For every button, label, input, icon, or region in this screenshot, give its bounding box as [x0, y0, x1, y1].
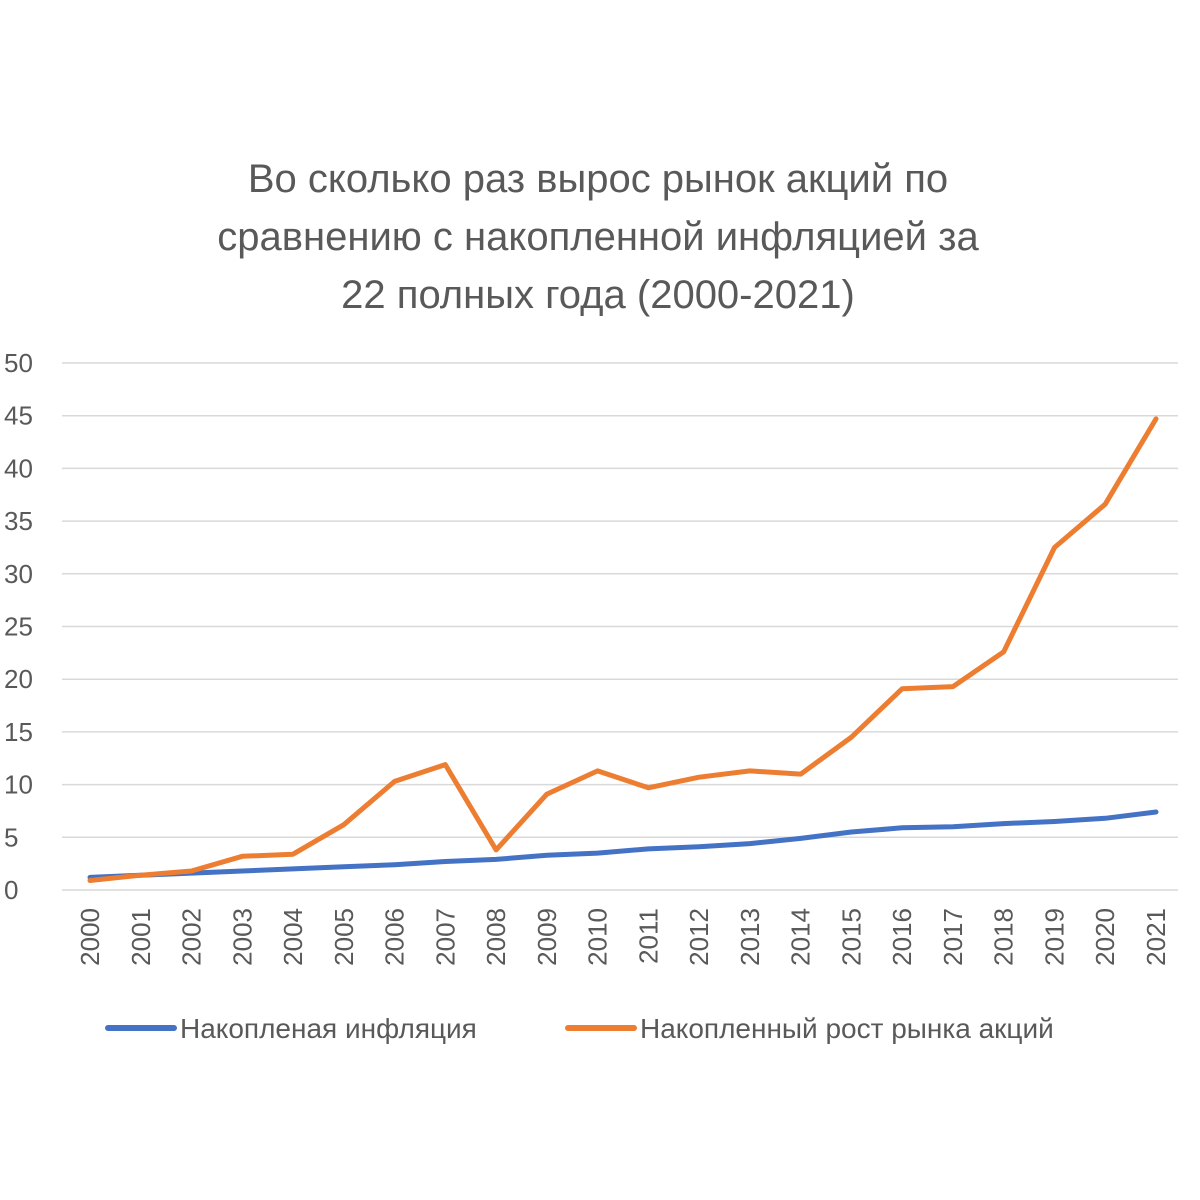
- x-tick-label: 2015: [836, 908, 866, 966]
- x-tick-label: 2008: [481, 908, 511, 966]
- legend: Накопленая инфляция Накопленный рост рынк…: [105, 1013, 1054, 1044]
- x-tick-label: 2011: [633, 908, 663, 964]
- y-tick-label: 35: [4, 506, 33, 536]
- y-tick-label: 25: [4, 612, 33, 642]
- y-tick-label: 40: [4, 453, 33, 483]
- x-tick-label: 2018: [989, 908, 1019, 966]
- x-tick-label: 2000: [75, 908, 105, 966]
- y-tick-label: 50: [4, 348, 33, 378]
- x-tick-label: 2007: [430, 908, 460, 966]
- x-tick-label: 2019: [1039, 908, 1069, 966]
- y-tick-label: 10: [4, 770, 33, 800]
- x-tick-label: 2003: [227, 908, 257, 966]
- series-lines: [87, 416, 1159, 883]
- legend-label: Накопленный рост рынка акций: [640, 1013, 1054, 1044]
- x-tick-label: 2013: [735, 908, 765, 966]
- x-tick-label: 2016: [887, 908, 917, 966]
- x-tick-label: 2001: [126, 908, 156, 966]
- y-tick-label: 45: [4, 401, 33, 431]
- chart-title-line: Во сколько раз вырос рынок акций по: [248, 157, 948, 201]
- chart-title-line: сравнению с накопленной инфляцией за: [217, 215, 979, 259]
- x-tick-label: 2002: [177, 908, 207, 966]
- y-tick-label: 5: [4, 822, 18, 852]
- y-tick-label: 15: [4, 717, 33, 747]
- series-line-2: [87, 416, 1159, 883]
- y-tick-label: 20: [4, 664, 33, 694]
- gridlines: [62, 362, 1178, 891]
- x-tick-label: 2020: [1090, 908, 1120, 966]
- x-tick-label: 2017: [938, 908, 968, 966]
- x-tick-label: 2021: [1141, 908, 1171, 966]
- x-tick-label: 2009: [532, 908, 562, 966]
- x-tick-label: 2014: [786, 908, 816, 966]
- x-tick-label: 2012: [684, 908, 714, 966]
- x-axis-ticks: 2000 2001 2002 2003 2004 2005 2006 2007 2008 2009…: [75, 908, 1171, 966]
- y-axis-ticks: 0 5 10 15 20 25 30 35 40 45 50: [4, 348, 33, 905]
- y-tick-label: 30: [4, 559, 33, 589]
- chart-title-line: 22 полных года (2000-2021): [341, 273, 855, 317]
- x-tick-label: 2004: [278, 908, 308, 966]
- y-tick-label: 0: [4, 875, 18, 905]
- series-line-1: [87, 809, 1159, 880]
- chart-title: Во сколько раз вырос рынок акций по сравн…: [217, 157, 979, 317]
- legend-label: Накопленая инфляция: [180, 1013, 477, 1044]
- x-tick-label: 2006: [380, 908, 410, 966]
- x-tick-label: 2010: [583, 908, 613, 966]
- x-tick-label: 2005: [329, 908, 359, 966]
